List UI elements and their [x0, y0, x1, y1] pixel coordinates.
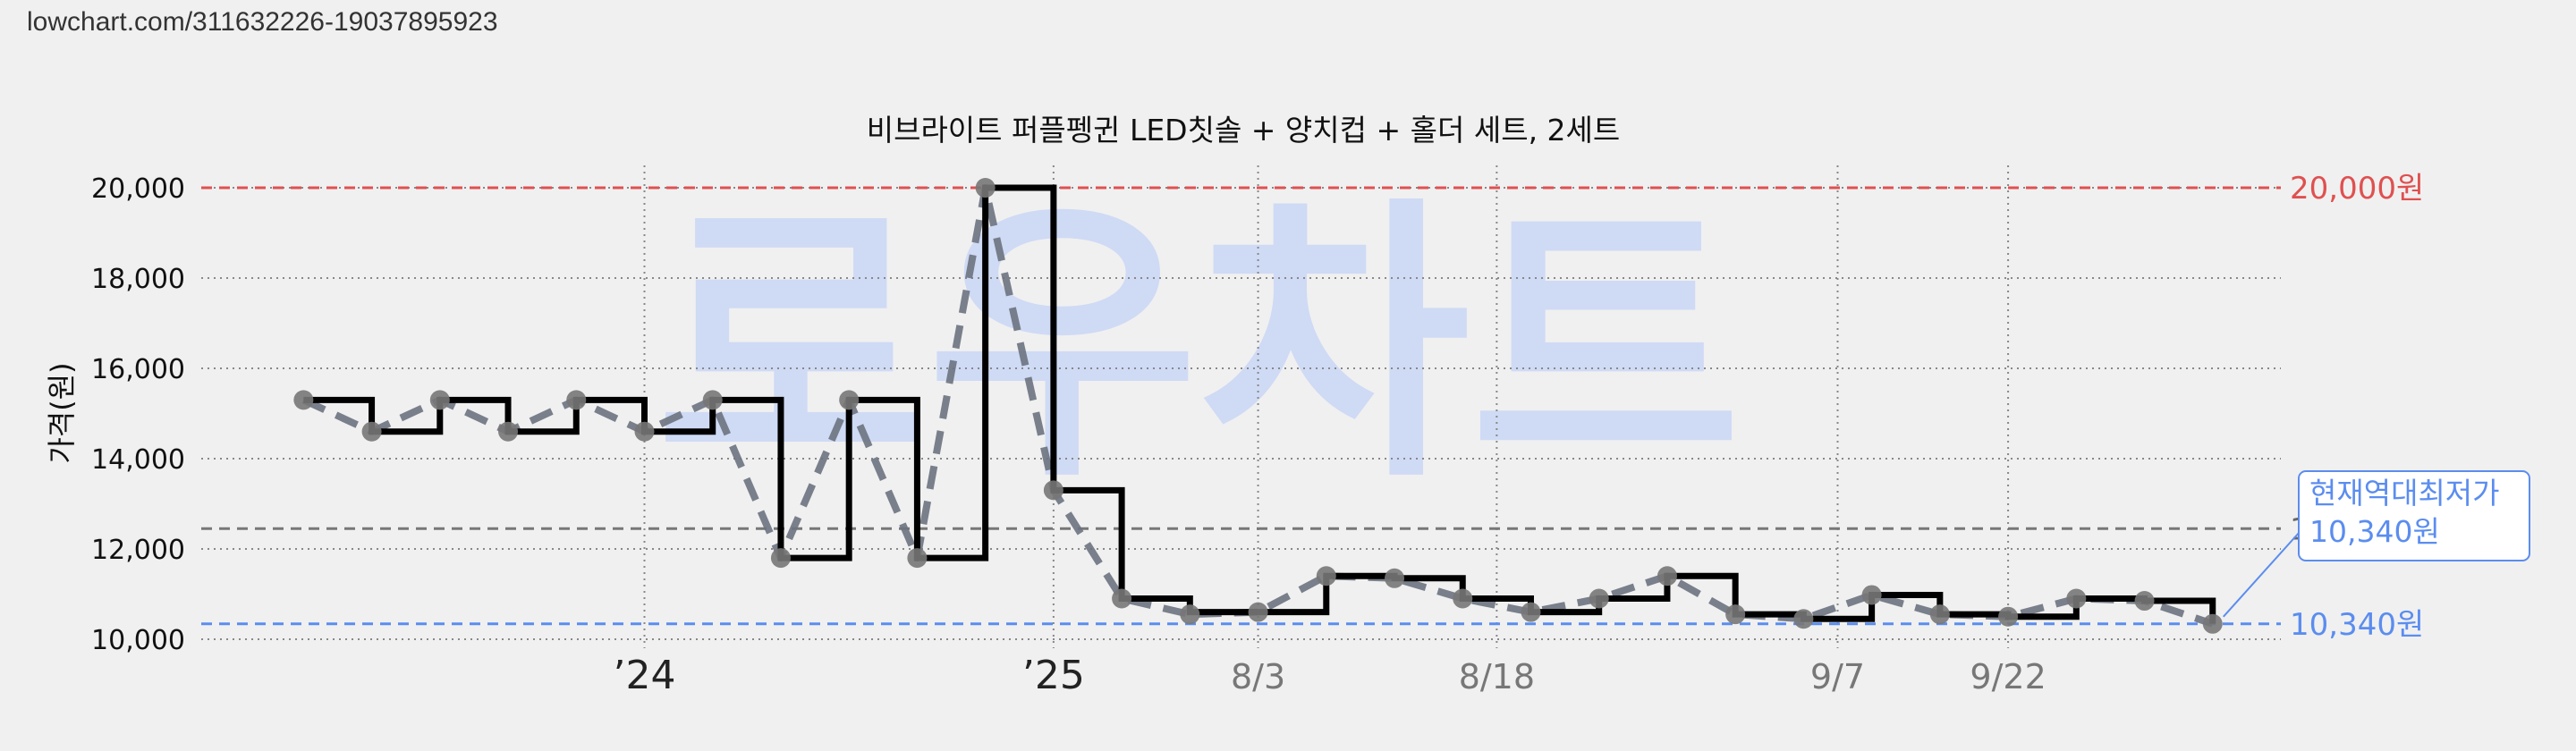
price-point	[429, 390, 450, 410]
price-point	[1521, 602, 1541, 622]
y-tick-label: 10,000	[91, 625, 185, 656]
y-tick-label: 12,000	[91, 535, 185, 566]
x-tick-label: 8/3	[1231, 657, 1285, 696]
price-point	[702, 390, 723, 410]
reference-lines: 20,000원110,340원	[201, 171, 2424, 643]
price-point	[1043, 480, 1063, 501]
price-point	[839, 390, 860, 410]
price-point	[770, 548, 791, 569]
price-point	[361, 421, 382, 442]
price-point	[1180, 604, 1200, 625]
price-point	[907, 548, 928, 569]
callout-box	[2298, 470, 2530, 561]
price-point	[1453, 588, 1473, 609]
source-url: lowchart.com/311632226-19037895923	[27, 7, 498, 37]
min-price-line-label: 10,340원	[2290, 607, 2424, 643]
chart-title: 비브라이트 퍼플펭귄 LED칫솔 + 양치컵 + 홀더 세트, 2세트	[867, 113, 1621, 148]
max-price-line-label: 20,000원	[2290, 171, 2424, 207]
price-point	[293, 390, 314, 410]
price-point	[1929, 604, 1950, 625]
dashed-price-series	[301, 184, 2215, 628]
x-tick-label: ’24	[613, 653, 675, 698]
price-point	[1793, 609, 1814, 629]
price-point	[634, 421, 655, 442]
price-point	[1861, 585, 1882, 605]
x-tick-label: ’25	[1022, 653, 1085, 698]
price-point	[1316, 566, 1336, 586]
price-point	[1998, 606, 2019, 627]
price-point	[1725, 604, 1746, 625]
price-point	[1385, 568, 1405, 588]
y-tick-label: 16,000	[91, 354, 185, 385]
x-tick-label: 9/7	[1810, 657, 1865, 696]
price-point	[1657, 566, 1677, 586]
watermark-text: 로우차트	[656, 173, 1741, 517]
y-tick-label: 14,000	[91, 444, 185, 476]
callout-line1: 현재역대최저가	[2309, 476, 2500, 511]
price-point	[2202, 613, 2223, 634]
price-point	[975, 178, 996, 198]
price-point	[2134, 591, 2155, 612]
x-tick-label: 9/22	[1970, 657, 2046, 696]
price-point	[1589, 588, 1609, 609]
step-price-series	[303, 184, 2216, 624]
axis-labels: 10,000 12,000 14,000 16,000 18,000 20,000 ’24 ’…	[91, 173, 2046, 698]
y-tick-label: 18,000	[91, 264, 185, 295]
callout-line2: 10,340원	[2309, 514, 2440, 549]
price-point	[498, 421, 519, 442]
price-series	[293, 178, 2223, 634]
price-point	[1248, 602, 1268, 622]
price-point	[2066, 588, 2087, 609]
callout-pointer	[2223, 522, 2309, 618]
price-point	[566, 390, 587, 410]
y-tick-label: 20,000	[91, 173, 185, 205]
price-point	[1112, 588, 1132, 609]
y-axis-label: 가격(원)	[45, 362, 79, 463]
x-tick-label: 8/18	[1459, 657, 1535, 696]
